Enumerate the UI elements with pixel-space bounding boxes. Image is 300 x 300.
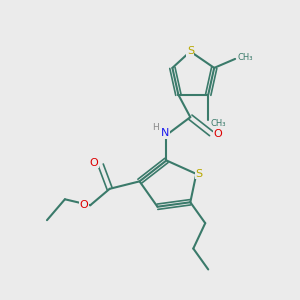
Text: CH₃: CH₃ <box>211 118 226 127</box>
Text: O: O <box>90 158 98 167</box>
Text: H: H <box>152 123 159 132</box>
Text: S: S <box>195 169 202 179</box>
Text: CH₃: CH₃ <box>238 53 253 62</box>
Text: O: O <box>79 200 88 210</box>
Text: S: S <box>187 46 194 56</box>
Text: O: O <box>213 129 222 139</box>
Text: N: N <box>161 128 169 138</box>
